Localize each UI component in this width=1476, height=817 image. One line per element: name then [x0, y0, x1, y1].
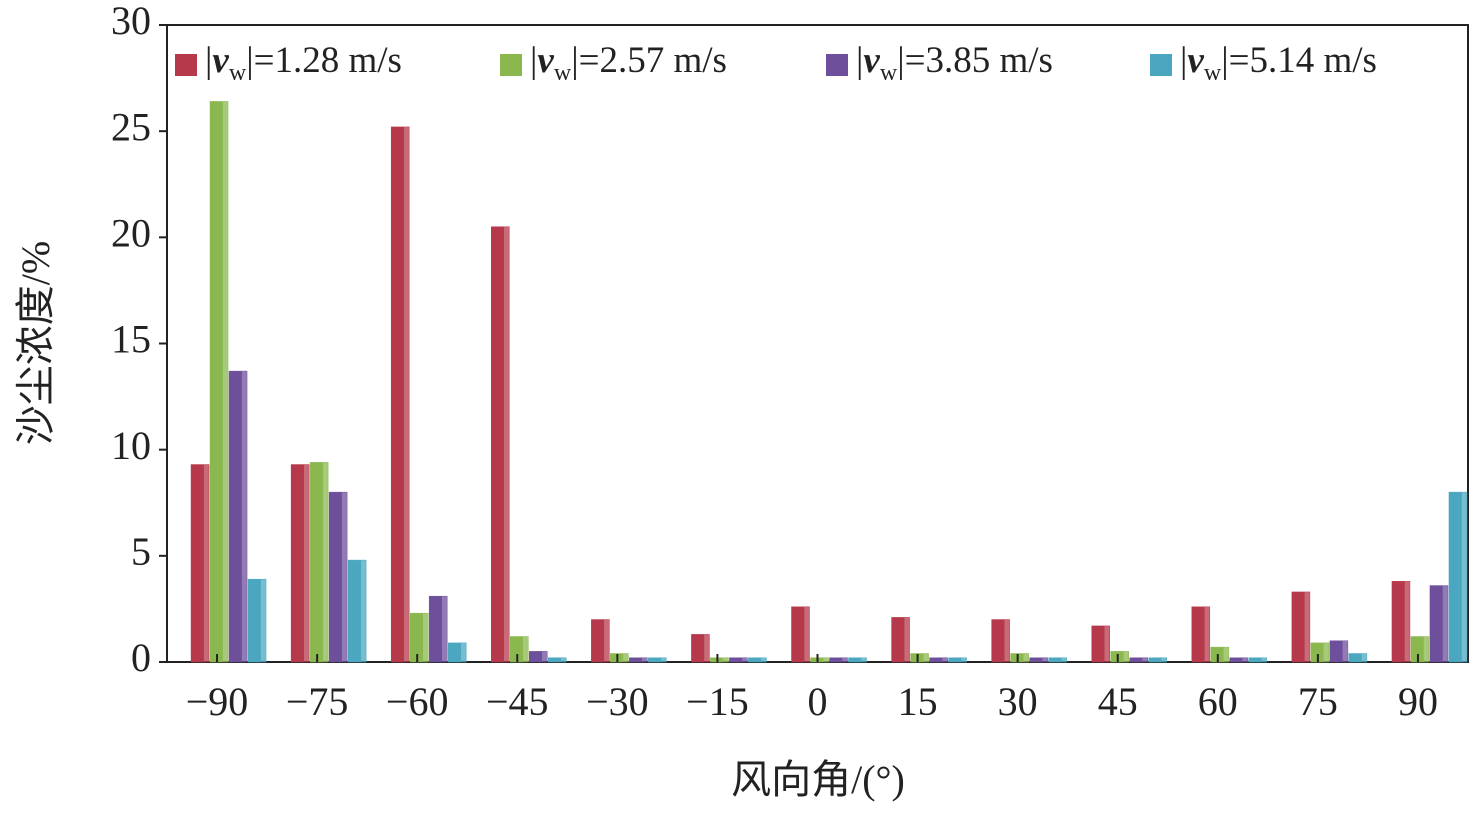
bar: [1391, 581, 1411, 663]
bar: [1348, 653, 1368, 663]
bar: [648, 657, 667, 663]
bar: [791, 606, 810, 663]
bar: [1210, 646, 1230, 663]
legend-label: |vw|=5.14 m/s: [1180, 40, 1377, 85]
x-tick-label: 0: [808, 679, 828, 724]
y-tick-label: 25: [111, 104, 151, 149]
bar: [1048, 657, 1067, 663]
bar: [810, 657, 829, 663]
y-axis-title: 沙尘浓度/%: [13, 241, 58, 445]
bar: [347, 559, 367, 663]
bar: [1029, 657, 1048, 663]
bar: [510, 636, 529, 663]
x-tick-label: −15: [686, 679, 749, 724]
bar: [390, 126, 410, 663]
bar: [529, 651, 548, 663]
bar: [1191, 606, 1211, 663]
legend-swatch: [500, 54, 522, 76]
bar: [748, 657, 767, 663]
legend-label: |vw|=2.57 m/s: [530, 40, 727, 85]
bar: [848, 657, 867, 663]
x-tick-label: 15: [898, 679, 938, 724]
bar: [209, 101, 229, 663]
bar: [948, 657, 967, 663]
bar: [1010, 653, 1029, 663]
legend-label: |vw|=3.85 m/s: [856, 40, 1053, 85]
legend-swatch: [175, 54, 197, 76]
bar: [190, 464, 210, 663]
x-tick-label: −75: [286, 679, 349, 724]
legend-label: |vw|=1.28 m/s: [205, 40, 402, 85]
bar: [610, 653, 629, 663]
bar: [1129, 657, 1148, 663]
bar: [591, 619, 610, 663]
bar: [1329, 640, 1349, 663]
bar: [328, 491, 348, 663]
bar: [491, 226, 510, 663]
legend-swatch: [826, 54, 848, 76]
x-tick-label: −45: [486, 679, 549, 724]
bar: [1410, 636, 1430, 663]
bar: [691, 634, 710, 663]
x-tick-label: −60: [386, 679, 449, 724]
bar: [228, 370, 248, 663]
bar: [1248, 657, 1268, 663]
bar: [428, 595, 448, 663]
bar: [309, 462, 329, 663]
x-tick-label: −90: [186, 679, 249, 724]
bar: [710, 657, 729, 663]
bar: [247, 578, 267, 663]
bar: [1091, 625, 1110, 663]
bar: [629, 657, 648, 663]
x-tick-label: 90: [1398, 679, 1438, 724]
x-tick-label: −30: [586, 679, 649, 724]
bar: [829, 657, 848, 663]
bar: [1291, 591, 1311, 663]
legend-swatch: [1150, 54, 1172, 76]
bar: [1310, 642, 1330, 663]
x-tick-label: 30: [998, 679, 1038, 724]
bar: [1110, 651, 1129, 663]
bar: [290, 464, 310, 663]
x-axis-title: 风向角/(°): [731, 757, 905, 802]
bar: [1148, 657, 1167, 663]
y-tick-label: 30: [111, 0, 151, 43]
bar: [729, 657, 748, 663]
bar: [1229, 657, 1249, 663]
bar: [929, 657, 948, 663]
bar: [447, 642, 467, 663]
y-tick-label: 0: [131, 635, 151, 680]
bar: [1429, 585, 1449, 663]
bar: [548, 657, 567, 663]
x-tick-label: 45: [1098, 679, 1138, 724]
x-tick-label: 75: [1298, 679, 1338, 724]
bar: [891, 617, 910, 663]
bar: [910, 653, 929, 663]
y-tick-label: 15: [111, 317, 151, 362]
y-tick-label: 5: [131, 529, 151, 574]
bar: [991, 619, 1010, 663]
y-tick-label: 10: [111, 423, 151, 468]
bar: [1448, 491, 1468, 663]
y-tick-label: 20: [111, 211, 151, 256]
x-tick-label: 60: [1198, 679, 1238, 724]
bar: [409, 612, 429, 663]
